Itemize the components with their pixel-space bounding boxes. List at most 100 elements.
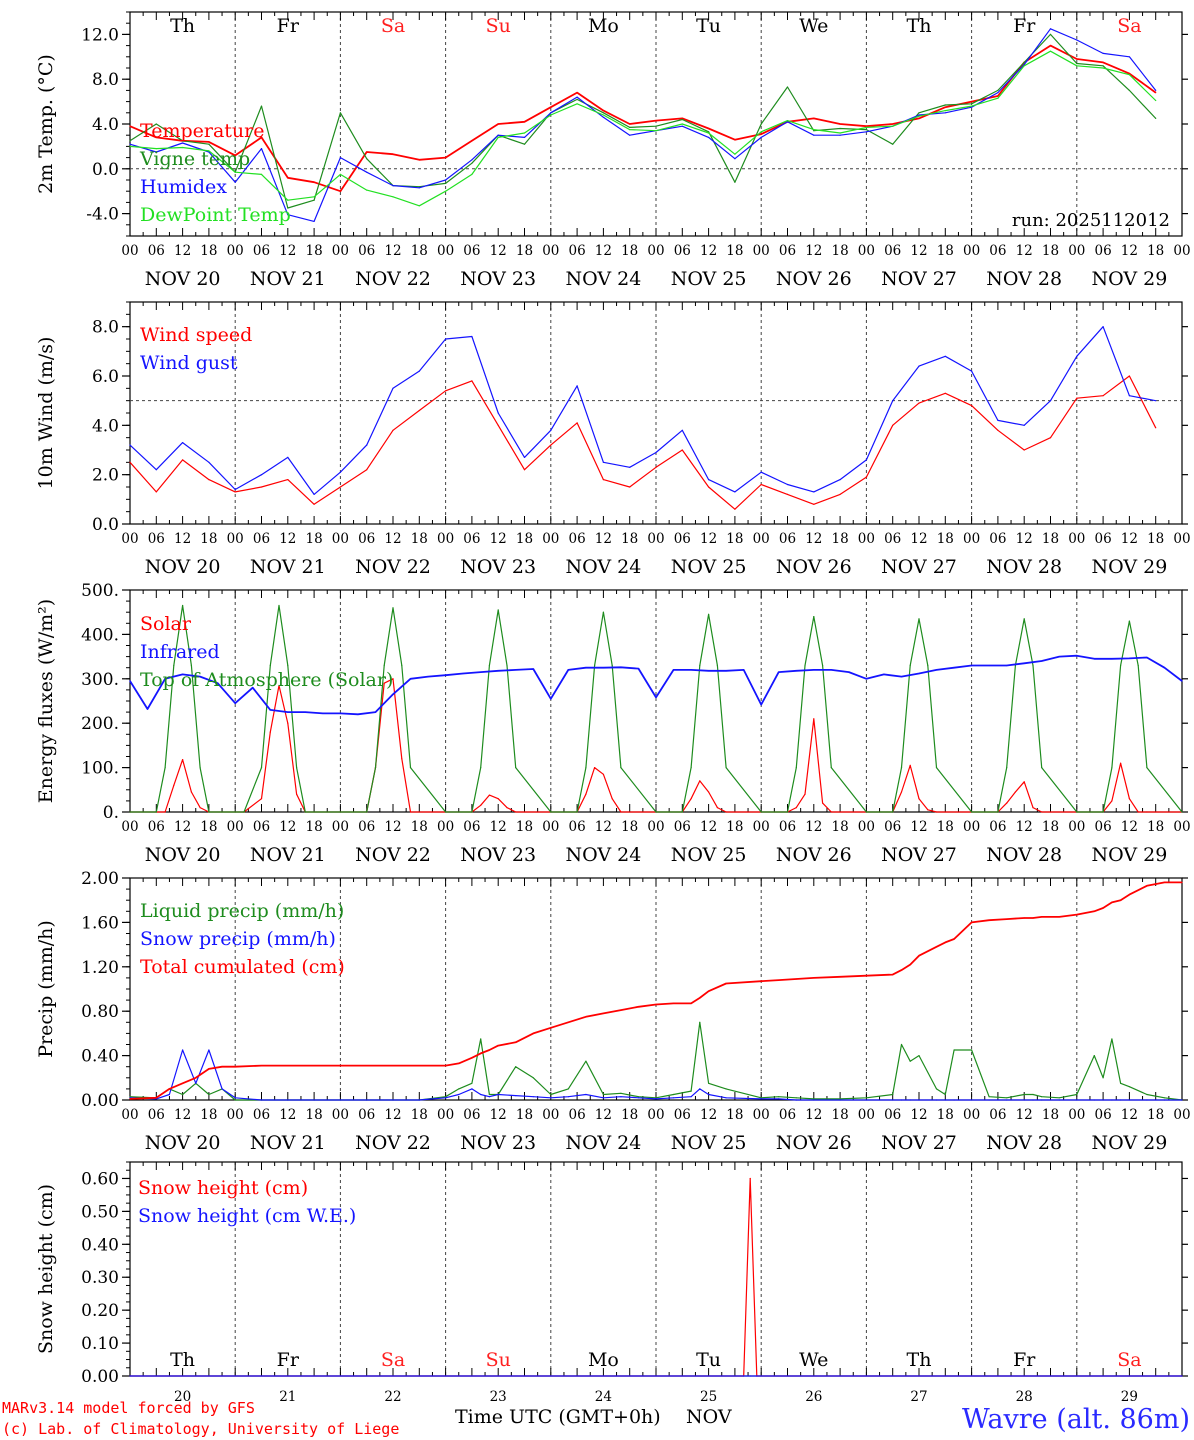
energy-series-darkgreen-point <box>243 811 245 813</box>
wind-series-blue-point <box>760 471 762 473</box>
temp-series-darkgreen-point <box>655 125 657 127</box>
y-tick-label: 0.00 <box>81 1367 119 1387</box>
energy-series-darkgreen-point <box>585 767 587 769</box>
energy-series-darkgreen-point <box>287 664 289 667</box>
temp-series-darkgreen-point <box>1023 61 1025 64</box>
energy-series-darkgreen-point <box>935 767 938 769</box>
x-date-label: NOV 28 <box>986 556 1062 578</box>
x-hour-label: 00 <box>437 243 454 259</box>
wind-series-blue-point <box>1128 395 1130 397</box>
precip-series-blue-point <box>1032 1099 1034 1101</box>
temp-series-lime-point <box>366 189 368 191</box>
x-date-label: NOV 26 <box>776 556 852 578</box>
energy-series-red-point <box>725 811 727 813</box>
precip-series-blue-point <box>699 1088 701 1090</box>
energy-series-darkgreen-point <box>822 664 824 667</box>
precip-series-blue-point <box>865 1099 868 1101</box>
x-hour-label: 06 <box>463 243 480 259</box>
x-hour-label: 00 <box>542 243 559 259</box>
energy-series-darkgreen-point <box>927 664 929 667</box>
temp-series-blue-point <box>1076 39 1078 41</box>
temp-series-blue-point <box>708 136 710 138</box>
precip-series-red-point <box>287 1065 289 1067</box>
x-hour-label: 06 <box>358 819 375 835</box>
wind-series-red-point <box>366 469 368 471</box>
precip-series-darkgreen-point <box>585 1060 587 1062</box>
precip-series-red-point <box>690 1002 692 1005</box>
x-hour-label: 18 <box>1147 531 1164 547</box>
precip-series-darkgreen-point <box>953 1049 955 1051</box>
precip-series-darkgreen-point <box>760 1097 762 1099</box>
x-hour-label: 00 <box>753 243 770 259</box>
wind-series-red-point <box>523 469 526 471</box>
energy-series-darkgreen-point <box>374 767 377 769</box>
precip-series-red-point <box>892 974 894 976</box>
precip-series-red-point <box>725 982 727 985</box>
wind-series-red-point <box>471 380 473 382</box>
x-hour-label: 18 <box>1042 1107 1059 1123</box>
infrared-series-point <box>339 712 341 715</box>
wind-series-red-point <box>576 422 578 424</box>
wind-series-blue-point <box>392 387 394 389</box>
precip-series-blue-point <box>944 1099 946 1101</box>
infrared-series-point <box>1146 656 1148 659</box>
precip-series-blue-point <box>418 1099 420 1101</box>
temp-series-red-point <box>997 95 999 97</box>
x-hour-label: 06 <box>884 1107 901 1123</box>
wind-series-blue-point <box>182 442 184 444</box>
energy-series-darkgreen-point <box>339 811 341 813</box>
wind-series-red-point <box>813 503 815 505</box>
energy-series-darkgreen-point <box>304 811 306 813</box>
x-hour-label: 12 <box>805 819 822 835</box>
x-hour-label: 06 <box>779 243 796 259</box>
temp-series-lime-point <box>760 131 762 133</box>
precip-series-darkgreen-point <box>567 1088 569 1090</box>
snow-series-blue-point <box>1181 1375 1183 1377</box>
precip-series-blue-point <box>1006 1099 1008 1101</box>
x-hour-label: 06 <box>674 1107 691 1123</box>
x-hour-label: 12 <box>384 1107 401 1123</box>
wind-series-red-point <box>918 402 920 404</box>
wind-series-blue-point <box>786 483 789 486</box>
wind-series-red-point <box>971 405 973 407</box>
run-annotation: run: 2025112012 <box>1012 210 1170 231</box>
energy-series-red-point <box>935 811 938 813</box>
energy-series-darkgreen-point <box>1120 664 1122 667</box>
energy-series-red-point <box>173 784 175 787</box>
infrared-series-point <box>672 669 675 671</box>
x-date-label: NOV 24 <box>565 268 641 290</box>
precip-series-darkgreen-point <box>445 1096 447 1098</box>
precip-series-blue-point <box>313 1099 315 1101</box>
x-hour-label: 12 <box>700 1107 717 1123</box>
weekday-label: Fr <box>1013 1349 1036 1371</box>
x-hour-label: 12 <box>700 243 717 259</box>
temp-series-darkgreen-point <box>602 112 605 114</box>
legend-entry: Humidex <box>140 176 227 198</box>
temp-series-blue-point <box>944 112 946 114</box>
x-hour-label: 00 <box>1173 531 1190 547</box>
x-date-label: NOV 20 <box>145 844 221 866</box>
x-hour-label: 06 <box>884 819 901 835</box>
precip-series-blue-point <box>567 1096 569 1098</box>
infrared-series-point <box>1093 658 1095 660</box>
temp-series-lime-point <box>1049 50 1052 52</box>
temp-series-red-point <box>471 140 473 142</box>
temp-series-blue-point <box>1128 56 1130 58</box>
temp-series-blue-point <box>1155 89 1157 91</box>
x-hour-label: 12 <box>1016 531 1033 547</box>
wind-series-blue-point <box>813 491 815 493</box>
temp-series-red-point <box>602 110 605 112</box>
x-hour-label: 00 <box>332 1107 349 1123</box>
temp-series-red-point <box>208 141 210 143</box>
wind-series-red-point <box>1023 449 1025 451</box>
weekday-label: Sa <box>381 1349 405 1371</box>
x-hour-label: 00 <box>121 819 138 835</box>
precip-series-blue-point <box>637 1097 640 1099</box>
x-hour-label: 00 <box>858 819 875 835</box>
energy-series-darkgreen-point <box>471 811 473 813</box>
x-hour-label: 00 <box>437 819 454 835</box>
precip-series-blue-point <box>471 1088 473 1090</box>
x-hour-label: 00 <box>227 531 244 547</box>
infrared-series-point <box>515 669 517 671</box>
energy-series-red-point <box>822 802 824 804</box>
